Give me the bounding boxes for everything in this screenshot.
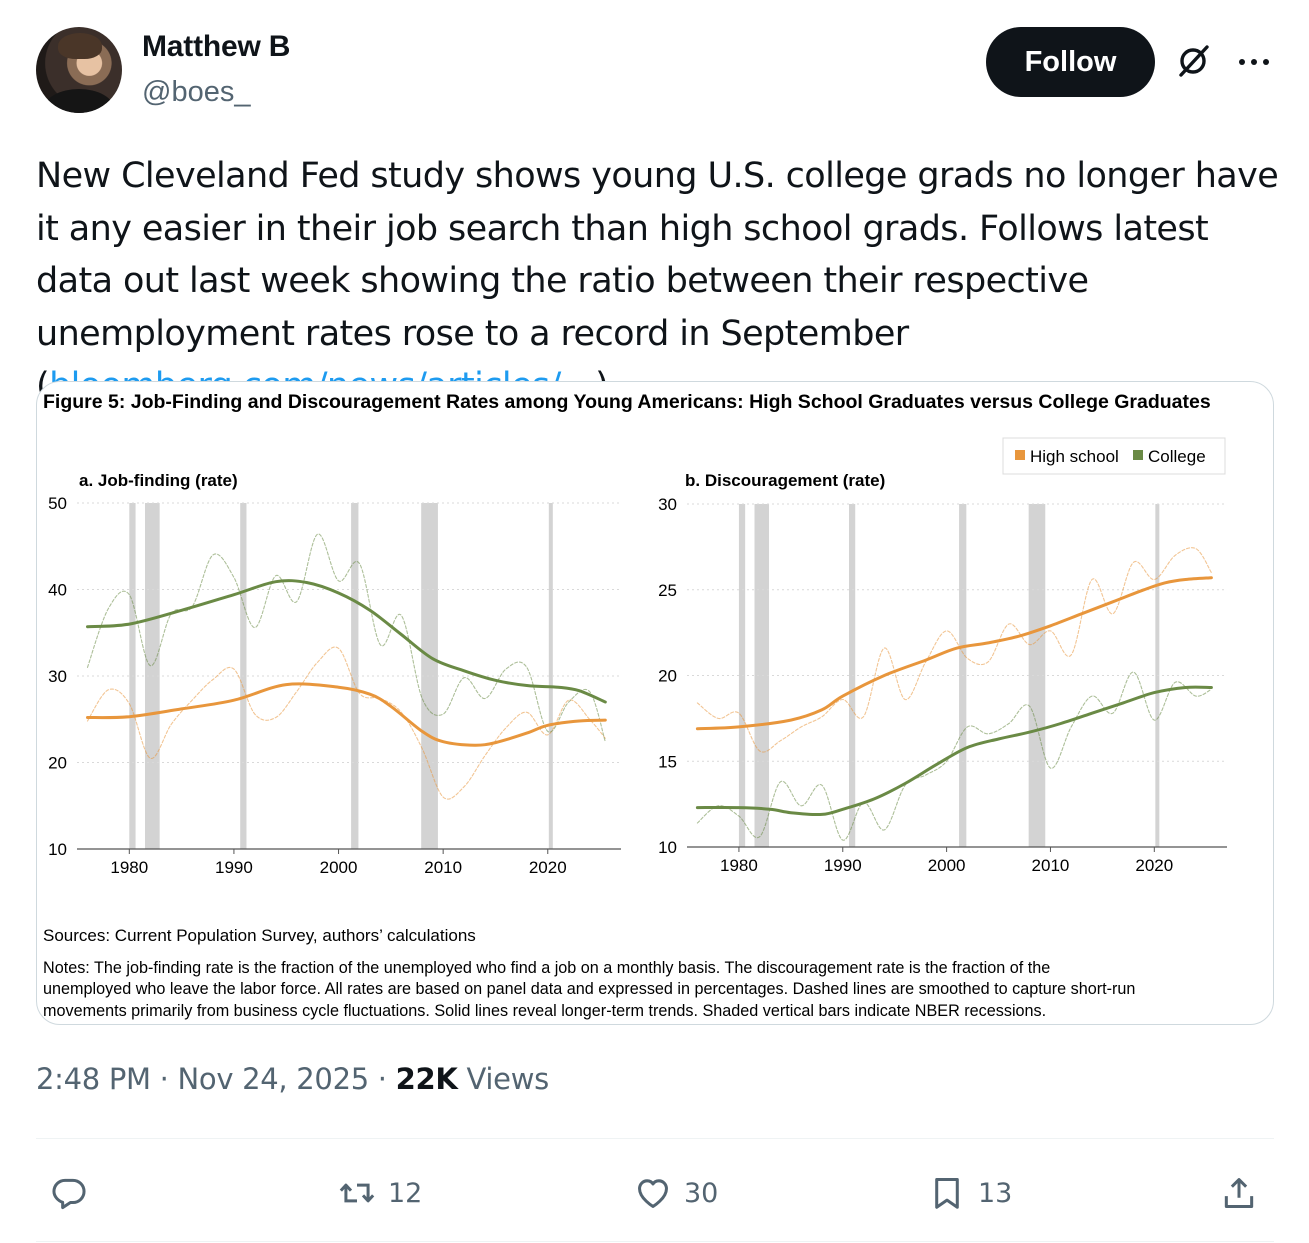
x-tick-label: 1990 — [215, 858, 253, 877]
panel-job-finding: a. Job-finding (rate) 10 20 30 40 50 1980 1990… — [48, 471, 621, 877]
y-tick-label: 20 — [48, 754, 67, 773]
y-tick-label: 30 — [658, 495, 677, 514]
panel-b-title: b. Discouragement (rate) — [685, 471, 885, 490]
y-tick-label: 10 — [48, 840, 67, 859]
y-tick-label: 50 — [48, 494, 67, 513]
retweet-icon — [338, 1174, 376, 1212]
tweet-text: New Cleveland Fed study shows young U.S.… — [36, 150, 1281, 413]
reply-button[interactable] — [50, 1168, 100, 1218]
share-icon — [1220, 1174, 1258, 1212]
panel-a-title: a. Job-finding (rate) — [79, 471, 238, 490]
recession-bar — [755, 504, 770, 847]
divider — [36, 1241, 1274, 1242]
author-display-name[interactable]: Matthew B — [142, 30, 290, 64]
y-tick-label: 20 — [658, 667, 677, 686]
x-tick-label: 1990 — [824, 856, 862, 875]
x-tick-label: 1980 — [720, 856, 758, 875]
heart-icon — [634, 1174, 672, 1212]
x-tick-label: 2010 — [1032, 856, 1070, 875]
tweet-date[interactable]: Nov 24, 2025 — [178, 1062, 369, 1096]
series-line-college-dashed — [697, 672, 1211, 840]
x-tick-label: 2020 — [1135, 856, 1173, 875]
x-tick-label: 1980 — [110, 858, 148, 877]
divider — [36, 1138, 1274, 1139]
grok-icon[interactable] — [1174, 42, 1212, 80]
views-count: 22K — [396, 1062, 458, 1096]
y-tick-label: 30 — [48, 667, 67, 686]
tweet-time[interactable]: 2:48 PM — [36, 1062, 151, 1096]
bookmark-count: 13 — [978, 1178, 1012, 1209]
retweet-button[interactable]: 12 — [338, 1168, 422, 1218]
chart-legend: High school College — [1003, 438, 1225, 474]
x-tick-label: 2000 — [928, 856, 966, 875]
avatar-hair — [58, 33, 102, 59]
avatar[interactable] — [36, 27, 122, 113]
bookmark-icon — [928, 1174, 966, 1212]
legend-label-college: College — [1148, 447, 1206, 466]
series-line-high-school-solid — [697, 578, 1211, 729]
figure-notes-line-2: unemployed who leave the labor force. Al… — [43, 980, 1135, 998]
panel-discouragement: b. Discouragement (rate) 10 15 20 25 30 1980 1… — [658, 471, 1227, 875]
y-tick-label: 40 — [48, 581, 67, 600]
retweet-count: 12 — [388, 1178, 422, 1209]
avatar-shirt — [44, 89, 114, 113]
y-tick-label: 15 — [658, 752, 677, 771]
meta-separator-2: · — [369, 1062, 396, 1096]
like-button[interactable]: 30 — [634, 1168, 718, 1218]
more-icon[interactable] — [1236, 44, 1272, 80]
x-tick-label: 2000 — [320, 858, 358, 877]
figure-notes-line-3: movements primarily from business cycle … — [43, 1002, 1046, 1020]
legend-swatch-college — [1133, 450, 1143, 460]
reply-icon — [50, 1174, 88, 1212]
like-count: 30 — [684, 1178, 718, 1209]
tweet-meta: 2:48 PM · Nov 24, 2025 · 22K Views — [36, 1062, 549, 1096]
legend-label-high-school: High school — [1030, 447, 1119, 466]
share-button[interactable] — [1220, 1168, 1258, 1218]
series-line-college-solid — [88, 581, 606, 702]
figure-sources: Sources: Current Population Survey, auth… — [43, 926, 476, 945]
x-tick-label: 2010 — [424, 858, 462, 877]
views-label: Views — [458, 1062, 549, 1096]
author-handle[interactable]: @boes_ — [142, 76, 250, 109]
figure-chart: Figure 5: Job-Finding and Discouragement… — [37, 382, 1273, 1024]
bookmark-button[interactable]: 13 — [928, 1168, 1012, 1218]
tweet-media-image[interactable]: Figure 5: Job-Finding and Discouragement… — [36, 381, 1274, 1025]
y-tick-label: 25 — [658, 581, 677, 600]
x-tick-label: 2020 — [529, 858, 567, 877]
figure-notes-line-1: Notes: The job-finding rate is the fract… — [43, 959, 1050, 977]
figure-title: Figure 5: Job-Finding and Discouragement… — [43, 391, 1211, 413]
follow-button[interactable]: Follow — [986, 27, 1155, 97]
legend-swatch-high-school — [1015, 450, 1025, 460]
meta-separator: · — [151, 1062, 178, 1096]
y-tick-label: 10 — [658, 838, 677, 857]
